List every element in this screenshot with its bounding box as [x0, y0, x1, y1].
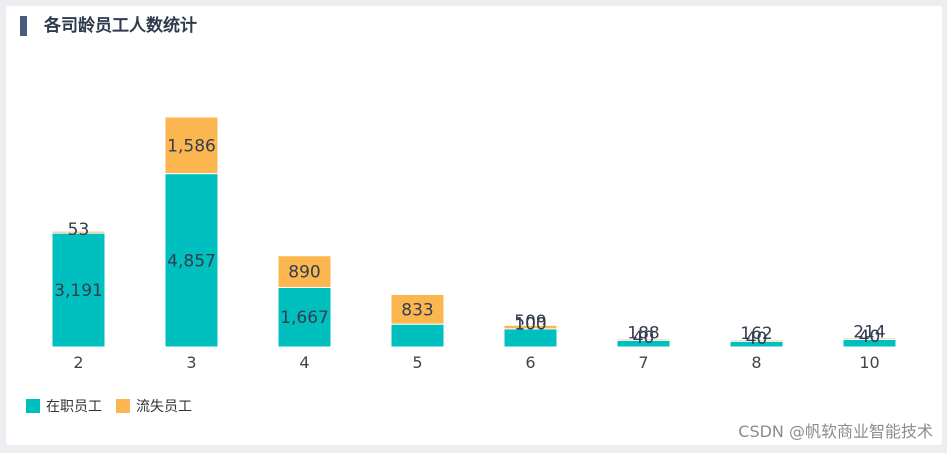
- watermark: CSDN @帆软商业智能技术: [738, 422, 933, 441]
- legend-swatch-active: [26, 399, 40, 413]
- chart-card: [6, 6, 942, 445]
- data-label-lost-6: 100: [514, 314, 546, 334]
- data-label-lost-3: 1,586: [167, 136, 216, 156]
- data-label-active-10: 214: [853, 322, 885, 342]
- x-tick-label-6: 6: [525, 353, 535, 372]
- bar-lost-5: [390, 293, 445, 325]
- x-tick-label-8: 8: [751, 353, 761, 372]
- data-label-lost-8: 40: [746, 329, 768, 349]
- bar-lost-6: [503, 324, 558, 330]
- bar-active-2: [51, 232, 106, 348]
- data-label-active-2: 3,191: [54, 281, 103, 301]
- data-label-lost-2: 53: [68, 220, 90, 240]
- legend-label-active: 在职员工: [46, 399, 102, 415]
- x-tick-label-4: 4: [299, 353, 309, 372]
- x-tick-label-10: 10: [859, 353, 879, 372]
- bar-active-3: [164, 173, 219, 348]
- bar-lost-4: [277, 255, 332, 288]
- x-tick-label-3: 3: [186, 353, 196, 372]
- data-label-lost-10: 40: [859, 327, 881, 347]
- chart-legend: 在职员工 流失员工: [26, 396, 192, 416]
- legend-item-active[interactable]: 在职员工: [26, 396, 102, 416]
- title-accent-bar: [20, 16, 27, 36]
- x-tick-label-7: 7: [638, 353, 648, 372]
- legend-label-lost: 流失员工: [136, 399, 192, 415]
- bar-active-5: [390, 323, 445, 348]
- bar-lost-2: [51, 230, 106, 234]
- legend-swatch-lost: [116, 399, 130, 413]
- bar-lost-7: [616, 338, 671, 341]
- x-tick-label-5: 5: [412, 353, 422, 372]
- legend-item-lost[interactable]: 流失员工: [116, 396, 192, 416]
- bar-active-4: [277, 286, 332, 348]
- data-label-lost-4: 890: [288, 263, 320, 283]
- data-label-active-7: 188: [627, 323, 659, 343]
- data-label-lost-5: 833: [401, 300, 433, 320]
- data-label-active-3: 4,857: [167, 251, 216, 271]
- bar-lost-8: [729, 339, 784, 342]
- data-label-active-4: 1,667: [280, 308, 329, 328]
- x-tick-label-2: 2: [73, 353, 83, 372]
- chart-title: 各司龄员工人数统计: [44, 16, 197, 36]
- data-label-active-8: 162: [740, 324, 772, 344]
- bar-lost-10: [842, 337, 897, 340]
- bar-lost-3: [164, 116, 219, 175]
- data-label-lost-7: 40: [633, 328, 655, 348]
